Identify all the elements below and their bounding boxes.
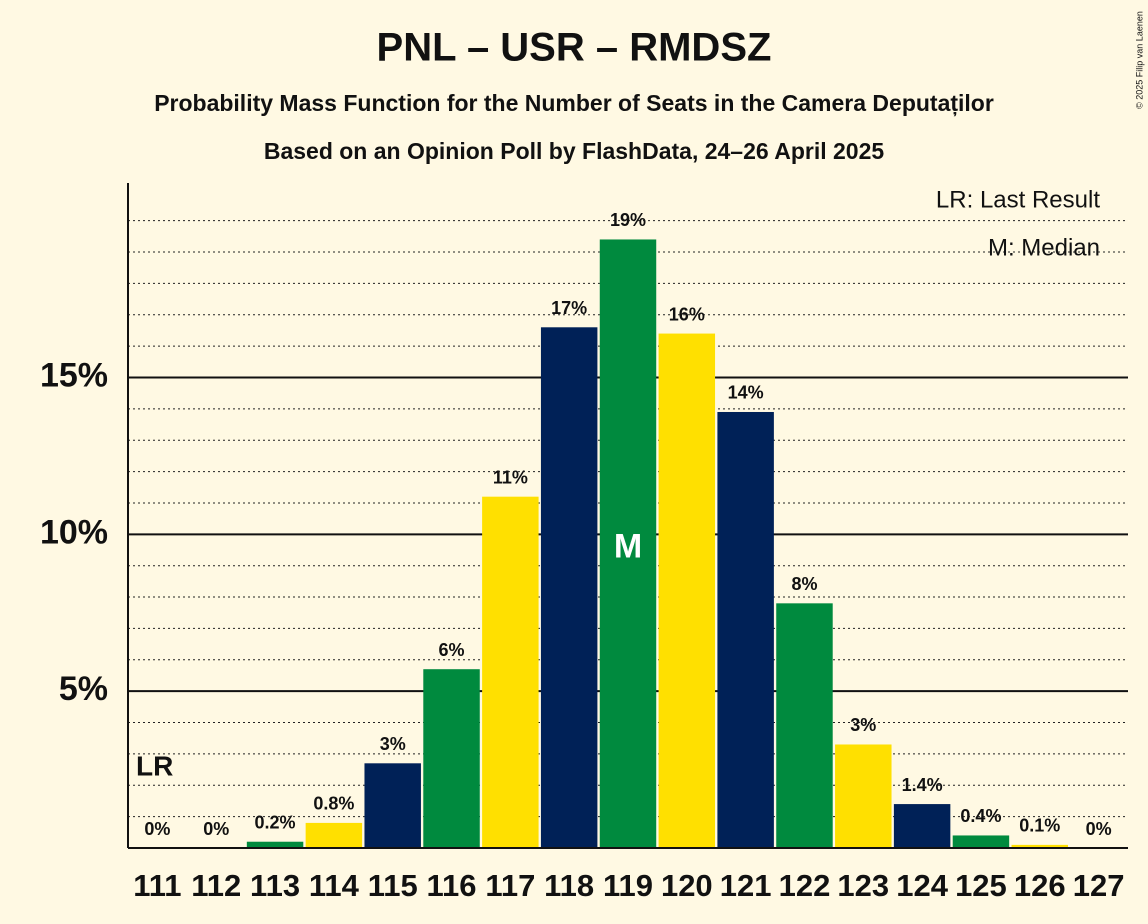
legend-entry: M: Median	[988, 234, 1100, 261]
value-label: 0%	[1086, 819, 1112, 839]
value-label: 0.4%	[960, 806, 1001, 826]
bar	[776, 603, 833, 848]
bar	[599, 239, 657, 848]
median-marker: M	[614, 528, 642, 566]
value-label: 19%	[610, 210, 646, 230]
x-tick-label: 111	[133, 868, 181, 903]
value-label: 0.1%	[1019, 816, 1060, 836]
chart-title: PNL – USR – RMDSZ	[377, 26, 772, 70]
x-tick-label: 116	[427, 868, 477, 903]
chart-subtitle: Based on an Opinion Poll by FlashData, 2…	[264, 138, 885, 164]
bar	[658, 333, 716, 848]
bar	[540, 327, 598, 848]
legend-entry: LR: Last Result	[936, 186, 1100, 213]
bar	[835, 744, 892, 848]
value-label: 3%	[380, 734, 406, 754]
bar	[364, 763, 421, 848]
value-label: 17%	[551, 298, 587, 318]
bar	[482, 496, 539, 848]
x-tick-label: 125	[955, 868, 1007, 903]
x-tick-label: 119	[603, 868, 653, 903]
x-tick-label: 122	[779, 868, 831, 903]
last-result-marker: LR	[136, 750, 173, 781]
copyright: © 2025 Filip van Laenen	[1134, 11, 1144, 109]
value-label: 16%	[669, 304, 705, 324]
value-label: 0%	[144, 819, 170, 839]
y-tick-label: 15%	[40, 356, 108, 394]
value-label: 8%	[791, 574, 817, 594]
bar	[717, 411, 774, 848]
chart-subtitle: Probability Mass Function for the Number…	[154, 90, 994, 117]
bar	[952, 835, 1010, 848]
x-tick-label: 115	[368, 868, 418, 903]
x-tick-label: 126	[1014, 868, 1066, 903]
x-tick-label: 118	[544, 868, 594, 903]
x-tick-label: 124	[896, 868, 948, 903]
x-tick-label: 120	[661, 868, 713, 903]
value-label: 1.4%	[902, 775, 943, 795]
x-tick-label: 113	[250, 868, 300, 903]
value-label: 0%	[203, 819, 229, 839]
y-tick-label: 5%	[59, 670, 108, 708]
y-tick-label: 10%	[40, 513, 108, 551]
x-tick-label: 117	[485, 868, 535, 903]
bar	[305, 822, 363, 848]
value-label: 3%	[850, 715, 876, 735]
x-tick-label: 114	[309, 868, 360, 903]
value-label: 14%	[728, 383, 764, 403]
x-tick-label: 123	[837, 868, 889, 903]
bar	[246, 841, 304, 848]
bar	[423, 669, 480, 848]
value-label: 6%	[439, 640, 465, 660]
value-label: 11%	[493, 467, 528, 487]
value-label: 0.8%	[313, 794, 354, 814]
value-label: 0.2%	[255, 812, 296, 832]
bar	[893, 804, 951, 848]
x-tick-label: 127	[1073, 868, 1125, 903]
x-tick-label: 112	[191, 868, 241, 903]
x-tick-label: 121	[720, 868, 772, 903]
bar	[1011, 844, 1068, 848]
